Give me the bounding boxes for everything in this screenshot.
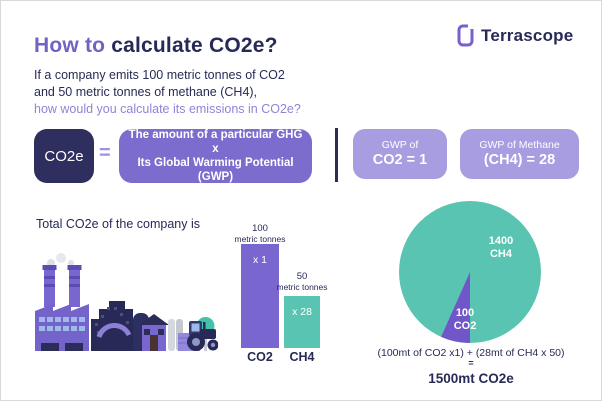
- bar-ch4-multiplier: x 28: [292, 306, 312, 318]
- industrial-plant-icon: [91, 301, 149, 351]
- ghg-line-1: The amount of a particular GHG: [128, 129, 303, 141]
- subtitle-question: how would you calculate its emissions in…: [34, 102, 301, 116]
- page-title: How to calculate CO2e?: [34, 34, 278, 58]
- bar-co2: x 1: [241, 244, 279, 348]
- bar-co2-multiplier: x 1: [252, 254, 267, 266]
- pie-chart: 1400 CH4 100 CO2: [395, 197, 545, 347]
- equation-equals: =: [468, 358, 474, 368]
- ghg-line-3: Its Global Warming Potential (GWP): [137, 157, 294, 183]
- subtitle: If a company emits 100 metric tonnes of …: [34, 67, 301, 118]
- ghg-definition-box: The amount of a particular GHG x Its Glo…: [119, 129, 312, 183]
- factory-building-icon: [35, 304, 89, 351]
- gwp-ch4-value: (CH4) = 28: [483, 152, 556, 168]
- brand-logo: Terrascope: [457, 24, 573, 47]
- pie-slice-co2: [441, 272, 470, 344]
- subtitle-line-1: If a company emits 100 metric tonnes of …: [34, 68, 285, 82]
- bar-chart: 100 metric tonnes x 1 50 metric tonnes x…: [229, 221, 341, 364]
- vertical-divider: [335, 128, 338, 182]
- barn-icon: [139, 314, 169, 351]
- gwp-ch4-box: GWP of Methane (CH4) = 28: [460, 129, 579, 179]
- co2e-box: CO2e: [34, 129, 94, 183]
- gwp-co2-value: CO2 = 1: [372, 152, 428, 168]
- page-title-accent: How to: [34, 34, 106, 57]
- ghg-line-2: x: [212, 143, 219, 155]
- chimney-icon: [42, 265, 82, 307]
- bar-ch4: x 28: [284, 296, 320, 348]
- terrascope-logo-icon: [457, 24, 474, 47]
- bar-ch4-unit-label: metric tonnes: [276, 282, 328, 292]
- equals-sign: =: [99, 142, 111, 164]
- smoke-icon: [47, 253, 74, 267]
- section-intro: Total CO2e of the company is: [36, 217, 200, 231]
- tractor-icon: [187, 321, 218, 351]
- bar-co2-axis-label: CO2: [247, 350, 273, 364]
- page-title-rest: calculate CO2e?: [111, 34, 278, 57]
- result-equation: (100mt of CO2 x1) + (28mt of CH4 x 50) =…: [357, 347, 585, 386]
- bar-ch4-value-label: 50: [296, 271, 308, 282]
- gwp-co2-box: GWP of CO2 = 1: [353, 129, 447, 179]
- subtitle-line-2: and 50 metric tonnes of methane (CH4),: [34, 85, 258, 99]
- pie-label-co2: 100 CO2: [453, 307, 477, 332]
- factory-illustration: [35, 253, 218, 351]
- bar-co2-value-label: 100: [252, 223, 268, 234]
- gwp-co2-label: GWP of: [381, 139, 419, 151]
- pie-label-ch4: 1400 CH4: [488, 235, 514, 260]
- equation-expression: (100mt of CO2 x1) + (28mt of CH4 x 50): [377, 347, 565, 359]
- pie-chart-svg: [399, 201, 541, 344]
- brand-name: Terrascope: [481, 25, 574, 45]
- gwp-ch4-label: GWP of Methane: [479, 139, 560, 151]
- bar-ch4-axis-label: CH4: [289, 350, 315, 364]
- equation-total: 1500mt CO2e: [428, 371, 514, 386]
- bar-co2-unit-label: metric tonnes: [234, 234, 286, 244]
